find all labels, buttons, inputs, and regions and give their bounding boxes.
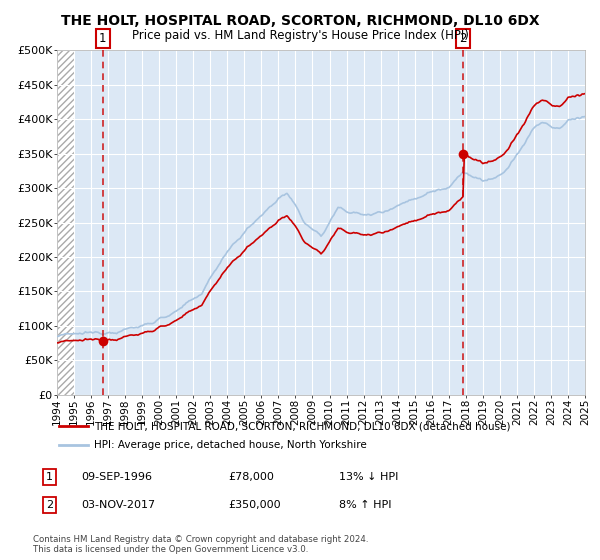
Text: HPI: Average price, detached house, North Yorkshire: HPI: Average price, detached house, Nort… <box>94 440 367 450</box>
Text: Price paid vs. HM Land Registry's House Price Index (HPI): Price paid vs. HM Land Registry's House … <box>131 29 469 42</box>
Text: £350,000: £350,000 <box>228 500 281 510</box>
Text: THE HOLT, HOSPITAL ROAD, SCORTON, RICHMOND, DL10 6DX (detached house): THE HOLT, HOSPITAL ROAD, SCORTON, RICHMO… <box>94 421 510 431</box>
Text: 1: 1 <box>46 472 53 482</box>
Text: 8% ↑ HPI: 8% ↑ HPI <box>339 500 391 510</box>
Text: 09-SEP-1996: 09-SEP-1996 <box>81 472 152 482</box>
Text: Contains HM Land Registry data © Crown copyright and database right 2024.
This d: Contains HM Land Registry data © Crown c… <box>33 535 368 554</box>
Text: 1: 1 <box>99 32 107 45</box>
Text: 13% ↓ HPI: 13% ↓ HPI <box>339 472 398 482</box>
Text: 2: 2 <box>459 32 467 45</box>
Text: 03-NOV-2017: 03-NOV-2017 <box>81 500 155 510</box>
Text: £78,000: £78,000 <box>228 472 274 482</box>
Bar <box>57 50 75 395</box>
Text: THE HOLT, HOSPITAL ROAD, SCORTON, RICHMOND, DL10 6DX: THE HOLT, HOSPITAL ROAD, SCORTON, RICHMO… <box>61 14 539 28</box>
Text: 2: 2 <box>46 500 53 510</box>
